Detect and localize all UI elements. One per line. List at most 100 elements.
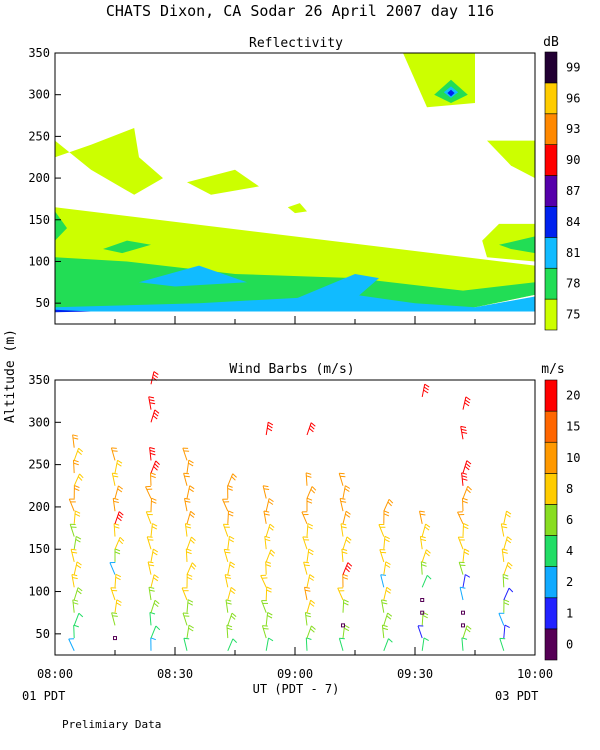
wind-barb [306, 497, 313, 512]
wind-barb [184, 523, 192, 537]
y-tick-label: 350 [28, 373, 50, 387]
wind-barb [503, 536, 512, 550]
wind-barb [73, 535, 82, 550]
x-tick-label: 09:30 [397, 667, 433, 681]
wind-barb-calm [420, 610, 425, 615]
wind-barb [150, 637, 156, 651]
wind-barb [111, 472, 119, 486]
contour-region-75db [287, 203, 307, 214]
wind-barb [227, 587, 236, 601]
wind-barb [181, 587, 189, 601]
contour-region-81db [55, 294, 535, 312]
contour-region-78db [103, 240, 151, 254]
wind-barb [227, 510, 234, 524]
colorbar-swatch [544, 473, 558, 505]
wind-barb [419, 510, 426, 524]
wind-barb [114, 459, 123, 474]
colorbar-tick-label: 87 [566, 184, 580, 198]
contour-region-78db [55, 211, 67, 241]
wind-barb [73, 473, 84, 486]
wind-barb [339, 498, 347, 512]
wind-barb [110, 587, 118, 601]
wind-barb [265, 586, 272, 601]
wind-barb [302, 536, 310, 550]
wind-barb [383, 586, 392, 601]
wind-barb [265, 637, 274, 651]
wind-barb [417, 625, 424, 639]
reflectivity-colorbar-label: dB [543, 35, 559, 50]
colorbar-swatch [544, 535, 558, 567]
wind-barb [461, 637, 468, 651]
wind-barb [306, 486, 317, 499]
colorbar-tick-label: 6 [566, 513, 573, 527]
wind-barb [342, 485, 351, 499]
wind-barb [502, 573, 509, 588]
wind-barb [73, 624, 79, 639]
x-tick-label: 08:00 [37, 667, 73, 681]
contour-region-75db [55, 128, 163, 195]
colorbar-swatch [544, 410, 558, 443]
contour-region-81db [139, 265, 247, 287]
colorbar-swatch [544, 379, 558, 412]
wind-barb [186, 510, 196, 524]
wind-barb [304, 612, 312, 626]
wind-barb [149, 611, 156, 626]
wind-barb [462, 548, 470, 562]
wind-barb [225, 599, 232, 613]
wind-barb [306, 625, 316, 639]
y-axis-label: Altitude (m) [3, 329, 18, 423]
wind-barb [305, 637, 312, 651]
wind-barb [499, 637, 506, 651]
y-tick-label: 350 [28, 46, 50, 60]
contour-region-84db [447, 89, 455, 97]
wind-barb [113, 523, 120, 537]
wind-barb [148, 396, 156, 410]
wind-barb [421, 549, 431, 563]
wind-barb [420, 561, 427, 575]
wind-barb [383, 561, 391, 575]
wind-barb [114, 573, 122, 588]
wind-barb [72, 599, 79, 613]
wind-barb [73, 459, 79, 474]
wind-barb [114, 485, 123, 499]
wind-barb [186, 573, 193, 588]
wind-barb [261, 625, 269, 639]
contour-region-75db [187, 169, 259, 195]
wind-barb [150, 472, 156, 486]
wind-barb [224, 574, 232, 588]
colorbar-swatch [544, 441, 558, 474]
wind-barb [503, 510, 512, 524]
wind-barb [419, 535, 427, 550]
colorbar-tick-label: 2 [566, 575, 573, 589]
colorbar-tick-label: 99 [566, 60, 580, 74]
wind-barb [223, 548, 231, 563]
wind-barb [265, 612, 273, 626]
colorbar-tick-label: 0 [566, 637, 573, 651]
colorbar-tick-label: 96 [566, 91, 580, 105]
wind-barb [380, 574, 387, 588]
wind-barb [262, 485, 270, 499]
colorbar-swatch [544, 82, 558, 115]
wind-barb [265, 498, 274, 512]
colorbar-tick-label: 84 [566, 215, 580, 229]
wind-barb [148, 586, 155, 601]
wind-barb [72, 434, 79, 448]
wind-barb [68, 498, 76, 512]
wind-barb [378, 524, 386, 537]
wind-barb [458, 561, 466, 575]
right-date-label: 03 PDT [495, 689, 538, 703]
wind-barb [303, 561, 310, 575]
colorbar-swatch [544, 566, 558, 599]
wind-barb [301, 511, 309, 525]
wind-barb [462, 497, 468, 512]
wind-barb [227, 561, 236, 575]
wind-barb [227, 638, 238, 651]
wind-barb [383, 498, 394, 512]
wind-barb [73, 447, 84, 461]
colorbar-swatch [544, 113, 558, 145]
wind-barb [421, 574, 432, 588]
wind-barb [342, 573, 349, 588]
wind-barb [383, 510, 390, 524]
